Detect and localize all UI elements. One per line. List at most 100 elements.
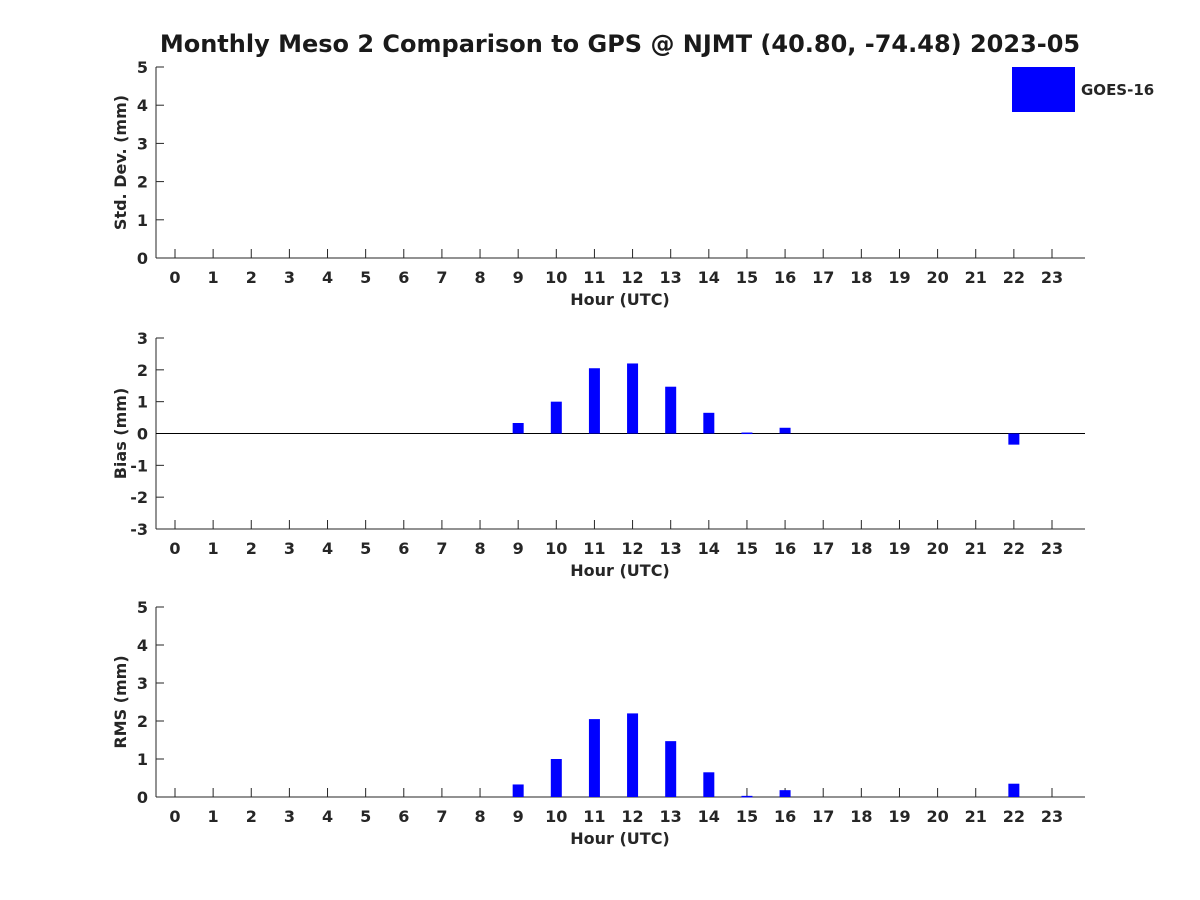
x-tick-label: 2 <box>246 539 257 558</box>
x-tick-label: 13 <box>660 807 682 826</box>
x-tick-label: 18 <box>850 539 872 558</box>
x-tick-label: 8 <box>474 539 485 558</box>
x-tick-label: 19 <box>888 807 910 826</box>
y-tick-label: 2 <box>137 173 148 192</box>
x-tick-label: 2 <box>246 807 257 826</box>
y-tick-label: 3 <box>137 329 148 348</box>
x-tick-label: 10 <box>545 807 567 826</box>
y-tick-label: -3 <box>130 520 148 539</box>
x-tick-label: 19 <box>888 539 910 558</box>
x-tick-label: 4 <box>322 268 333 287</box>
x-axis-label: Hour (UTC) <box>570 561 670 580</box>
x-tick-label: 1 <box>208 268 219 287</box>
bar-hour-15 <box>741 795 753 798</box>
x-tick-label: 1 <box>208 539 219 558</box>
y-tick-label: 0 <box>137 425 148 444</box>
y-tick-label: -1 <box>130 456 148 475</box>
x-tick-label: 9 <box>513 539 524 558</box>
legend-swatch <box>1012 67 1075 112</box>
x-tick-label: 0 <box>169 539 180 558</box>
x-tick-label: 14 <box>698 268 720 287</box>
x-tick-label: 0 <box>169 807 180 826</box>
legend: GOES-16 <box>1012 67 1154 112</box>
x-tick-label: 13 <box>660 268 682 287</box>
x-tick-label: 8 <box>474 268 485 287</box>
x-tick-label: 6 <box>398 268 409 287</box>
x-tick-label: 5 <box>360 807 371 826</box>
x-tick-label: 15 <box>736 807 758 826</box>
x-tick-label: 5 <box>360 268 371 287</box>
x-tick-label: 9 <box>513 807 524 826</box>
bar-hour-16 <box>779 790 791 797</box>
x-tick-label: 16 <box>774 268 796 287</box>
x-tick-label: 23 <box>1041 268 1063 287</box>
bar-hour-9 <box>512 784 524 797</box>
x-tick-label: 0 <box>169 268 180 287</box>
x-tick-label: 10 <box>545 539 567 558</box>
y-tick-label: 0 <box>137 249 148 268</box>
bar-hour-14 <box>703 772 715 797</box>
legend-label: GOES-16 <box>1081 81 1154 99</box>
x-tick-label: 3 <box>284 807 295 826</box>
x-tick-label: 10 <box>545 268 567 287</box>
y-tick-label: 3 <box>137 134 148 153</box>
x-tick-label: 5 <box>360 539 371 558</box>
x-tick-label: 7 <box>436 268 447 287</box>
x-tick-label: 22 <box>1003 539 1025 558</box>
x-tick-label: 9 <box>513 268 524 287</box>
x-tick-label: 7 <box>436 807 447 826</box>
x-tick-label: 23 <box>1041 807 1063 826</box>
x-tick-label: 19 <box>888 268 910 287</box>
y-tick-label: 5 <box>137 598 148 617</box>
bar-hour-9 <box>512 422 524 434</box>
bar-hour-13 <box>665 741 677 797</box>
x-tick-label: 21 <box>965 807 987 826</box>
x-tick-label: 6 <box>398 807 409 826</box>
x-tick-label: 3 <box>284 539 295 558</box>
x-tick-label: 20 <box>926 268 948 287</box>
chart-title: Monthly Meso 2 Comparison to GPS @ NJMT … <box>159 30 1081 58</box>
y-tick-label: -2 <box>130 488 148 507</box>
y-tick-label: 0 <box>137 788 148 807</box>
x-tick-label: 7 <box>436 539 447 558</box>
x-tick-label: 18 <box>850 268 872 287</box>
x-tick-label: 22 <box>1003 268 1025 287</box>
bar-hour-14 <box>703 412 715 434</box>
x-tick-label: 12 <box>621 807 643 826</box>
x-tick-label: 17 <box>812 807 834 826</box>
y-tick-label: 4 <box>137 636 148 655</box>
x-tick-label: 16 <box>774 539 796 558</box>
y-tick-label: 5 <box>137 58 148 77</box>
x-tick-label: 23 <box>1041 539 1063 558</box>
x-axis-label: Hour (UTC) <box>570 829 670 848</box>
bar-hour-16 <box>779 427 791 434</box>
y-tick-label: 1 <box>137 393 148 412</box>
x-tick-label: 8 <box>474 807 485 826</box>
bar-hour-11 <box>588 368 600 434</box>
x-tick-label: 11 <box>583 807 605 826</box>
bar-hour-11 <box>588 719 600 797</box>
y-axis-label: RMS (mm) <box>111 655 130 748</box>
x-tick-label: 2 <box>246 268 257 287</box>
y-tick-label: 3 <box>137 674 148 693</box>
x-tick-label: 22 <box>1003 807 1025 826</box>
bar-hour-12 <box>627 363 639 434</box>
y-tick-label: 2 <box>137 361 148 380</box>
y-tick-label: 1 <box>137 211 148 230</box>
x-tick-label: 15 <box>736 268 758 287</box>
x-tick-label: 15 <box>736 539 758 558</box>
bar-hour-12 <box>627 713 639 797</box>
x-tick-label: 12 <box>621 268 643 287</box>
x-axis-label: Hour (UTC) <box>570 290 670 309</box>
x-tick-label: 3 <box>284 268 295 287</box>
x-tick-label: 21 <box>965 268 987 287</box>
y-axis-label: Bias (mm) <box>111 388 130 480</box>
x-tick-label: 11 <box>583 268 605 287</box>
x-tick-label: 4 <box>322 807 333 826</box>
bar-hour-13 <box>665 386 677 434</box>
bar-hour-10 <box>550 759 562 797</box>
